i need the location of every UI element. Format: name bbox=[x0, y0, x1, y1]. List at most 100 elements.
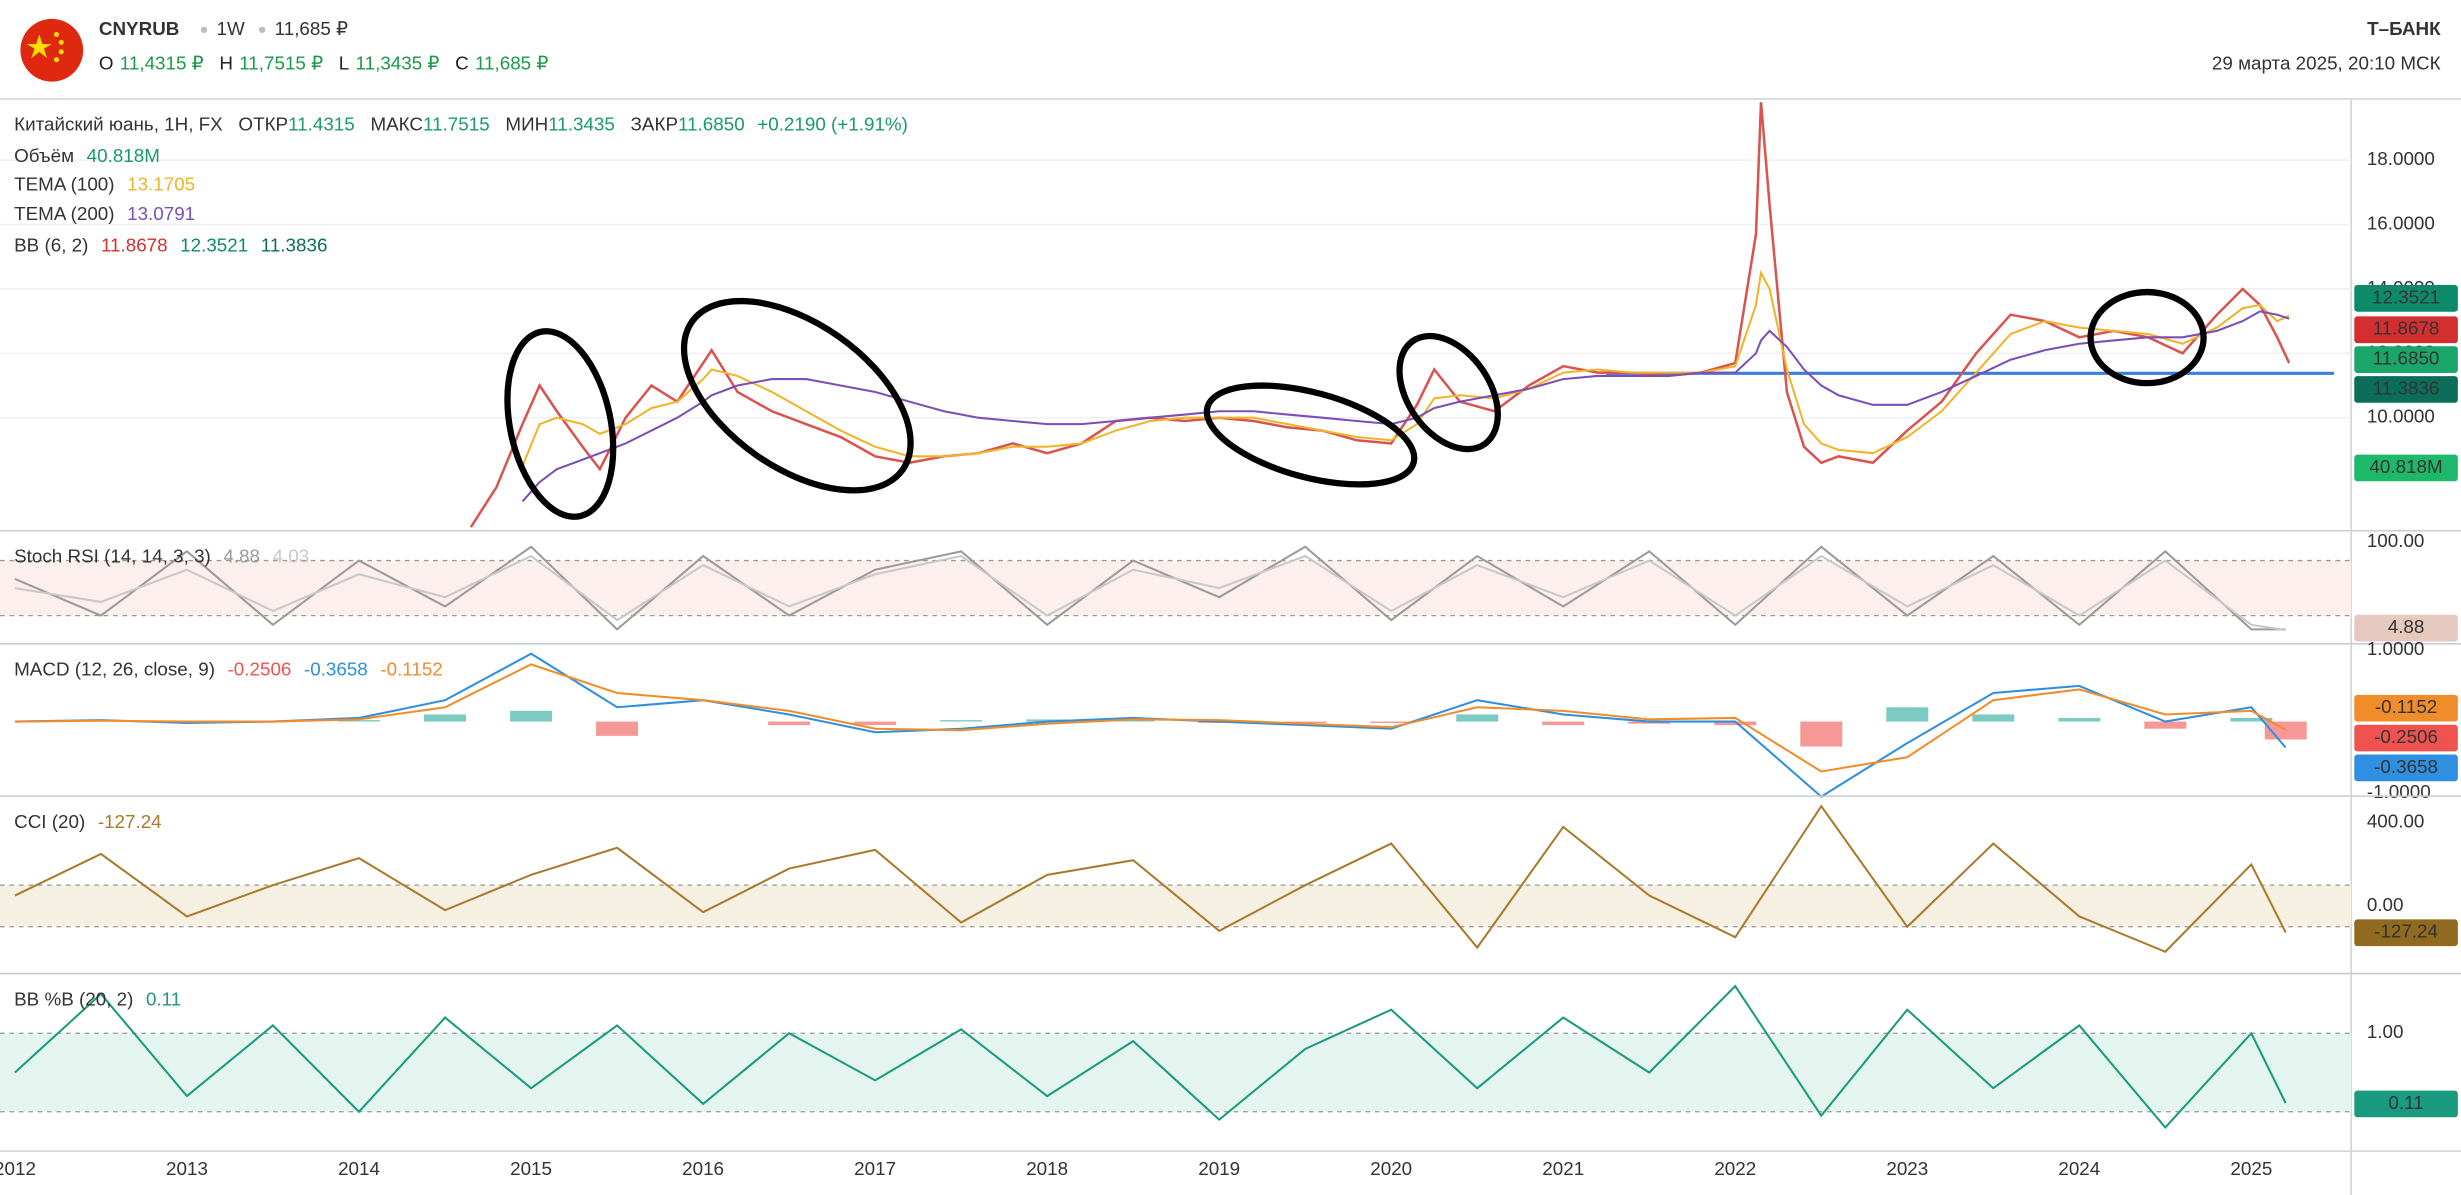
histogram-bar bbox=[1886, 707, 1929, 722]
ohlc-value: 11,4315 ₽ bbox=[120, 52, 204, 73]
y-tick-label: 10.0000 bbox=[2367, 406, 2435, 427]
level-band bbox=[0, 560, 2352, 616]
price-tag-label: 11.6850 bbox=[2373, 348, 2440, 369]
legend-value: -0.1152 bbox=[380, 658, 442, 679]
legend-ohlc-value: 11.3435 bbox=[548, 114, 615, 135]
y-tick-label: 16.0000 bbox=[2367, 212, 2435, 233]
histogram-bar bbox=[1456, 714, 1499, 722]
brand: Т–БАНК bbox=[2367, 18, 2441, 39]
histogram-bar bbox=[1370, 721, 1413, 723]
histogram-bar bbox=[1112, 720, 1155, 722]
histogram-bar bbox=[1714, 721, 1757, 726]
legend: MACD (12, 26, close, 9) -0.2506 -0.3658 -0.… bbox=[14, 658, 443, 679]
value-tag bbox=[2354, 919, 2458, 947]
x-tick-label: 2023 bbox=[1886, 1158, 1928, 1179]
y-tick-label: -1.0000 bbox=[2367, 781, 2431, 802]
price-tag-label: 11.3836 bbox=[2373, 377, 2440, 398]
annotations bbox=[504, 288, 2207, 520]
price-tag bbox=[2354, 376, 2458, 403]
legend-value: 12.3521 bbox=[180, 235, 248, 256]
y-tick-label: 400.00 bbox=[2367, 811, 2425, 832]
legend: Объём 40.818M bbox=[14, 145, 160, 166]
flag-icon bbox=[20, 18, 84, 82]
legend-ohlc-label: ЗАКР bbox=[631, 114, 678, 135]
value-tag-label: -0.1152 bbox=[2375, 696, 2437, 717]
value-tag-label: -127.24 bbox=[2374, 921, 2438, 942]
y-tick-label: 1.0000 bbox=[2367, 638, 2425, 659]
price-tag-label: 11.8678 bbox=[2373, 318, 2440, 339]
histogram-bar bbox=[424, 714, 467, 722]
price-tag-label: 40.818M bbox=[2369, 456, 2442, 477]
level-band bbox=[0, 1033, 2352, 1112]
value-tag-label: 4.88 bbox=[2388, 616, 2425, 637]
legend-ohlc-value: 11.4315 bbox=[288, 114, 355, 135]
value-tag bbox=[2354, 694, 2458, 722]
series-line bbox=[14, 984, 2287, 1130]
legend: Stoch RSI (14, 14, 3, 3) 4.88 4.03 bbox=[14, 545, 309, 566]
x-tick-label: 2017 bbox=[854, 1158, 896, 1179]
value-tag-label: -0.2506 bbox=[2374, 726, 2438, 747]
price-tag-label: 12.3521 bbox=[2372, 286, 2440, 307]
histogram-bar bbox=[768, 721, 811, 726]
legend-title: BB %B (20, 2) bbox=[14, 988, 133, 1009]
legend-name: Объём bbox=[14, 145, 74, 166]
legend: TEMA (200) 13.0791 bbox=[14, 203, 195, 224]
legend-title: Stoch RSI (14, 14, 3, 3) bbox=[14, 545, 211, 566]
legend-title: CCI (20) bbox=[14, 811, 85, 832]
histogram-bar bbox=[1800, 721, 1843, 747]
histogram-bar bbox=[1026, 719, 1069, 722]
separator bbox=[258, 26, 266, 33]
x-tick-label: 2012 bbox=[0, 1158, 36, 1179]
level-band bbox=[0, 885, 2352, 927]
histogram-bar bbox=[1972, 714, 2015, 722]
ohlc-label: H bbox=[219, 52, 233, 73]
datetime: 29 марта 2025, 20:10 МСК bbox=[2212, 52, 2441, 73]
histogram-bar bbox=[510, 710, 553, 722]
legend-value: 13.1705 bbox=[127, 173, 195, 194]
value-tag-label: -0.3658 bbox=[2374, 756, 2438, 777]
histogram-bar bbox=[854, 721, 897, 726]
legend-change: +0.2190 (+1.91%) bbox=[757, 114, 908, 135]
legend-name: TEMA (200) bbox=[14, 203, 114, 224]
y-tick-label: 18.0000 bbox=[2367, 148, 2435, 169]
x-tick-label: 2016 bbox=[682, 1158, 724, 1179]
histogram-bar bbox=[1542, 721, 1585, 726]
legend-ohlc-label: ОТКР bbox=[238, 114, 288, 135]
x-tick-label: 2015 bbox=[510, 1158, 552, 1179]
histogram-bar bbox=[338, 720, 381, 722]
price-tag bbox=[2354, 285, 2458, 312]
ohlc-label: C bbox=[455, 52, 469, 73]
legend: Китайский юань, 1Н, FX ОТКР11.4315 МАКС11.… bbox=[14, 114, 908, 135]
y-tick-label: 0.00 bbox=[2367, 894, 2404, 915]
x-tick-label: 2025 bbox=[2230, 1158, 2272, 1179]
chart-layer: 10.000012.000014.000016.000018.0000Китай… bbox=[0, 98, 2461, 1195]
ohlc-value: 11,685 ₽ bbox=[475, 52, 548, 73]
series-line bbox=[469, 102, 2291, 528]
ohlc-label: L bbox=[339, 52, 349, 73]
x-tick-label: 2013 bbox=[166, 1158, 208, 1179]
legend: CCI (20) -127.24 bbox=[14, 811, 162, 832]
legend-title: Китайский юань, 1Н, FX bbox=[14, 114, 223, 135]
series-line bbox=[521, 269, 2290, 467]
ohlc-value: 11,3435 ₽ bbox=[356, 52, 440, 73]
histogram-bar bbox=[940, 720, 983, 722]
ohlc-value: 11,7515 ₽ bbox=[239, 52, 323, 73]
value-tag-label: 0.11 bbox=[2388, 1092, 2423, 1113]
legend-value: 11.8678 bbox=[101, 235, 168, 256]
legend-value: -0.2506 bbox=[228, 658, 292, 679]
price: 11,685 ₽ bbox=[275, 18, 348, 39]
legend-title: MACD (12, 26, close, 9) bbox=[14, 658, 215, 679]
legend-value: 4.88 bbox=[223, 545, 260, 566]
legend-value: 11.3836 bbox=[261, 235, 328, 256]
x-tick-label: 2020 bbox=[1370, 1158, 1412, 1179]
legend-value: -0.3658 bbox=[304, 658, 368, 679]
legend: BB (6, 2) 11.8678 12.3521 11.3836 bbox=[14, 235, 327, 256]
legend-ohlc-value: 11.6850 bbox=[678, 114, 745, 135]
histogram-bar bbox=[2058, 717, 2101, 722]
histogram-bar bbox=[2230, 717, 2273, 722]
series-line bbox=[14, 804, 2287, 953]
histogram-bar bbox=[596, 721, 639, 736]
legend: BB %B (20, 2) 0.11 bbox=[14, 988, 181, 1009]
y-tick-label: 1.00 bbox=[2367, 1021, 2404, 1042]
